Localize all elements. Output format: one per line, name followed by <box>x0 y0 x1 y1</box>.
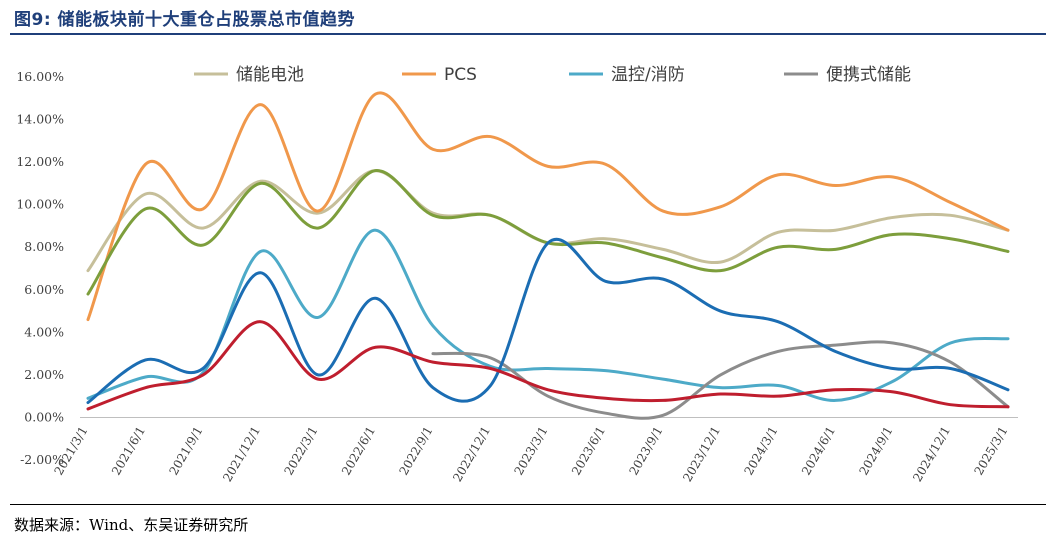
x-tick-label: 2022/12/1 <box>450 424 493 484</box>
series-line-5 <box>86 238 1010 405</box>
figure-title: 图9: 储能板块前十大重仓占股票总市值趋势 <box>14 10 356 30</box>
x-tick-label: 2023/12/1 <box>680 424 723 484</box>
x-tick-label: 2022/9/1 <box>397 424 436 478</box>
y-axis: -2.00% 0.00% 2.00% 4.00% 6.00% 8.00% 10.00% 12.… <box>16 69 1018 467</box>
x-tick-label: 2021/9/1 <box>167 424 206 478</box>
legend-label: 储能电池 <box>236 65 304 85</box>
x-tick-label: 2021/6/1 <box>109 424 148 478</box>
y-tick-label: 10.00% <box>16 197 64 212</box>
y-tick-label: 4.00% <box>24 324 64 339</box>
y-tick-label: 14.00% <box>16 112 64 127</box>
y-tick-label: 8.00% <box>24 239 64 254</box>
x-axis: 2021/3/1 2021/6/1 2021/9/1 2021/12/1 2022/3/… <box>52 424 1011 484</box>
y-tick-label: -2.00% <box>20 452 64 467</box>
x-tick-label: 2023/6/1 <box>569 424 608 478</box>
x-tick-label: 2021/12/1 <box>220 424 263 484</box>
x-tick-label: 2022/6/1 <box>339 424 378 478</box>
series-line-6 <box>86 320 1010 411</box>
x-tick-label: 2023/3/1 <box>512 424 551 478</box>
series-lines <box>86 91 1010 420</box>
series-line-4 <box>86 169 1010 296</box>
y-tick-label: 6.00% <box>24 282 64 297</box>
x-tick-label: 2024/6/1 <box>799 424 838 478</box>
y-tick-label: 12.00% <box>16 154 64 169</box>
legend-label: PCS <box>444 65 477 85</box>
series-line-2 <box>86 228 1010 402</box>
legend: 储能电池 PCS 温控/消防 便携式储能 <box>194 65 911 85</box>
y-tick-label: 2.00% <box>24 367 64 382</box>
y-tick-label: 16.00% <box>16 69 64 84</box>
y-tick-label: 0.00% <box>24 409 64 424</box>
line-chart: -2.00% 0.00% 2.00% 4.00% 6.00% 8.00% 10.00% 12.… <box>16 65 1018 484</box>
x-tick-label: 2025/3/1 <box>972 424 1011 478</box>
x-tick-label: 2024/12/1 <box>910 424 953 484</box>
source-divider <box>10 504 1046 505</box>
x-tick-label: 2023/9/1 <box>627 424 666 478</box>
legend-label: 温控/消防 <box>611 65 685 85</box>
x-tick-label: 2024/9/1 <box>857 424 896 478</box>
source-note: 数据来源：Wind、东吴证券研究所 <box>14 516 249 534</box>
legend-label: 便携式储能 <box>826 65 911 85</box>
title-divider <box>10 33 1046 35</box>
x-tick-label: 2021/3/1 <box>52 424 91 478</box>
series-line-1 <box>86 91 1010 322</box>
x-tick-label: 2024/3/1 <box>742 424 781 478</box>
x-tick-label: 2022/3/1 <box>282 424 321 478</box>
